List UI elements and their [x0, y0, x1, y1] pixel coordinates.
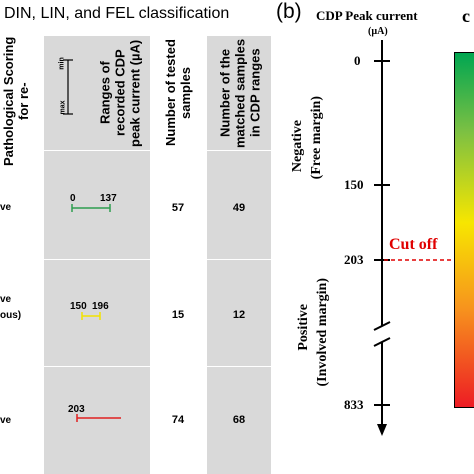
left-panel-title: DIN, LIN, and FEL classification	[4, 5, 230, 22]
row-2-range-bar	[81, 312, 101, 320]
row-2-label-2: ous)	[0, 310, 22, 321]
axis-unit: (µA)	[368, 26, 388, 37]
positive-label: Positive	[296, 304, 311, 351]
corner-letter: c	[462, 6, 470, 26]
row-3-range-bar	[76, 414, 121, 422]
row-3-label: ve	[0, 415, 12, 426]
positive-sub: (Involved margin)	[315, 278, 330, 387]
row-3-range-cell	[44, 367, 150, 474]
tick-833: 833	[344, 397, 364, 412]
row-2-tested: 15	[171, 309, 185, 321]
cutoff-line	[384, 259, 454, 261]
row-2-range-cell	[44, 260, 150, 366]
ranges-header-cell	[44, 36, 150, 150]
row-1-matched-cell	[207, 151, 271, 259]
row-2-matched-cell	[207, 260, 271, 366]
cdp-axis	[373, 40, 391, 436]
row-3-range-min: 203	[68, 404, 85, 415]
row-3-matched-cell	[207, 367, 271, 474]
row-2-range-min: 150	[70, 301, 87, 312]
row-1-matched: 49	[232, 202, 246, 214]
row-2-label: ve	[0, 294, 12, 305]
min-max-scale	[63, 59, 73, 115]
color-gradient-bar	[454, 52, 474, 408]
row-1-range-min: 0	[70, 193, 76, 204]
row-1-range-max: 137	[100, 193, 117, 204]
cutoff-label: Cut off	[389, 236, 438, 253]
tick-0: 0	[354, 53, 361, 68]
row-1-tested: 57	[171, 202, 185, 214]
row-1-label: ve	[0, 202, 12, 213]
tick-150: 150	[344, 177, 364, 192]
header-matched: Number of the matched samples in CDP ran…	[217, 38, 263, 148]
matched-header-cell	[207, 36, 271, 150]
row-2-matched: 12	[232, 309, 246, 321]
negative-sub: (Free margin)	[309, 96, 324, 180]
header-ranges: Ranges of recorded CDP peak current (µA)	[97, 39, 143, 147]
row-3-matched: 68	[232, 414, 246, 426]
row-2-range-max: 196	[92, 301, 109, 312]
header-tested: Number of tested samples	[163, 39, 193, 147]
row-1-range-bar	[71, 204, 111, 212]
left-panel: DIN, LIN, and FEL classification Patholo…	[0, 5, 271, 474]
tick-203: 203	[344, 252, 364, 267]
row-1-range-cell	[44, 151, 150, 259]
row-3-tested: 74	[171, 414, 185, 426]
panel-label-b: (b)	[276, 0, 302, 23]
header-scoring: Pathological Scoring for re-	[1, 36, 31, 166]
axis-title: CDP Peak current	[316, 8, 418, 23]
right-panel: (b) CDP Peak current (µA) c 0 150 203 83…	[272, 0, 474, 474]
negative-label: Negative	[290, 120, 305, 173]
